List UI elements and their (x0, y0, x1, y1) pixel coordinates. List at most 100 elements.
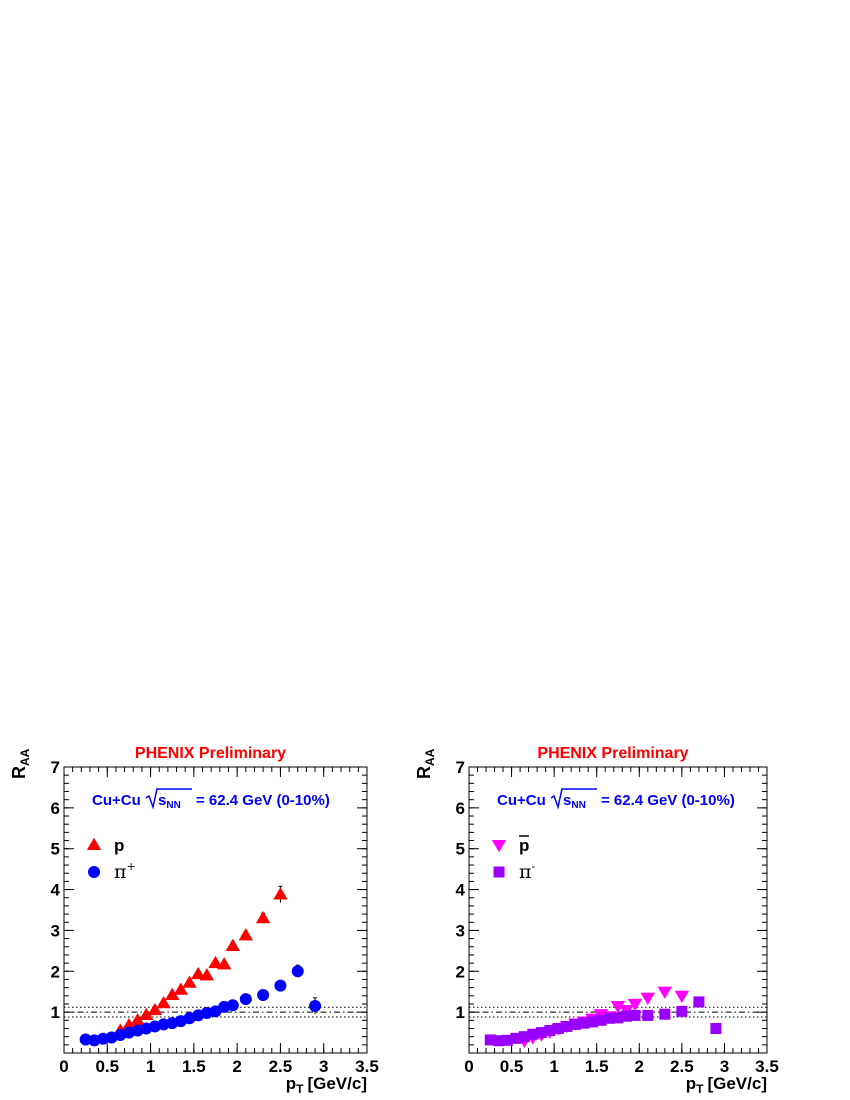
legend-label-main-0: p (519, 836, 529, 855)
data-point (130, 1013, 145, 1026)
y-tick-label: 3 (456, 921, 465, 940)
y-tick-label: 6 (51, 799, 60, 818)
x-tick-label: 2.5 (269, 1057, 293, 1076)
x-tick-label: 2.5 (670, 1057, 694, 1076)
y-tick-label: 6 (456, 799, 465, 818)
data-point (291, 965, 304, 978)
data-point (182, 975, 197, 988)
legend-label-1: π- (519, 860, 536, 883)
data-point (79, 1033, 92, 1046)
legend-marker-1 (88, 866, 100, 878)
annotation-energy: = 62.4 GeV (0-10%) (601, 792, 735, 809)
legend-label-sup-1: - (532, 860, 536, 873)
x-tick-label: 0 (59, 1057, 68, 1076)
x-tick-label: 3.5 (755, 1057, 779, 1076)
y-tick-label: 4 (456, 881, 466, 900)
sqrt-sign-icon (145, 788, 192, 810)
data-point (255, 910, 271, 924)
data-point (627, 998, 643, 1012)
data-point (610, 1000, 626, 1014)
y-tick-label: 2 (51, 962, 60, 981)
data-point (173, 982, 189, 995)
legend-label-0: p (519, 836, 529, 855)
annotation-energy: = 62.4 GeV (0-10%) (196, 792, 330, 809)
data-point (629, 1009, 641, 1021)
data-point (156, 995, 171, 1009)
legend-label-main-1: π (519, 861, 532, 883)
data-point (659, 1008, 671, 1020)
data-point (586, 1016, 598, 1028)
series-0 (113, 885, 288, 1036)
series-1 (79, 964, 322, 1047)
x-tick-label: 2 (635, 1057, 644, 1076)
data-point (552, 1022, 564, 1034)
x-axis-label-sub: T (696, 1082, 704, 1096)
legend-marker-1 (493, 866, 505, 878)
chart-title: PHENIX Preliminary (537, 745, 688, 762)
data-point (493, 1035, 505, 1047)
x-tick-label: 1.5 (585, 1057, 609, 1076)
annotation-system: Cu+Cu (497, 792, 546, 809)
data-point (225, 938, 241, 951)
chart-title: PHENIX Preliminary (135, 745, 286, 762)
data-point (190, 966, 206, 980)
data-point (226, 999, 239, 1012)
x-axis-label-unit: [GeV/c] (707, 1074, 767, 1093)
data-point (674, 990, 690, 1003)
data-point (569, 1018, 581, 1030)
data-point (139, 1007, 154, 1021)
data-point (676, 1005, 688, 1017)
data-point (640, 992, 655, 1006)
legend-label-1: π+ (114, 860, 136, 883)
data-point (199, 968, 215, 981)
x-tick-label: 3 (319, 1057, 328, 1076)
data-point (121, 1018, 137, 1031)
data-point (510, 1032, 522, 1044)
data-point (578, 1017, 590, 1029)
legend-marker-0 (491, 839, 507, 853)
annotation-sqrt-s: sNN (563, 792, 586, 811)
legend-label-sup-1: + (127, 860, 136, 873)
series-1 (484, 996, 722, 1047)
y-tick-label: 7 (51, 758, 60, 777)
y-axis-label-sub: AA (423, 748, 437, 766)
x-axis-label-sub: T (296, 1082, 304, 1096)
x-axis-label: pT [GeV/c] (686, 1074, 767, 1096)
plot-frame (468, 766, 768, 1054)
x-tick-label: 1.5 (182, 1057, 206, 1076)
y-tick-label: 3 (51, 921, 60, 940)
data-point (238, 928, 253, 941)
data-point (518, 1031, 530, 1043)
data-point (165, 987, 180, 1001)
panel-1: PHENIX Preliminary RAA 0 0.5 1 1.5 2 2.5 3 3.5 1 2 3… (9, 745, 379, 1096)
legend-label-main-0: p (114, 836, 124, 855)
annotation-sqrt-s: sNN (158, 792, 181, 811)
y-tick-label: 5 (456, 840, 465, 859)
data-point (612, 1012, 624, 1024)
data-point (501, 1034, 513, 1046)
y-tick-label: 5 (51, 840, 60, 859)
data-point (273, 887, 288, 900)
plot-frame (63, 766, 368, 1054)
x-tick-label: 1 (549, 1057, 558, 1076)
x-tick-label: 1 (146, 1057, 155, 1076)
y-tick-label: 1 (456, 1003, 465, 1022)
data-point (239, 993, 252, 1006)
data-point (274, 979, 287, 992)
data-point (693, 996, 705, 1008)
annotation-system: Cu+Cu (92, 792, 141, 809)
data-point (621, 1010, 633, 1022)
y-tick-label: 1 (51, 1003, 60, 1022)
panel-2: PHENIX Preliminary RAA 0 0.5 1 1.5 2 2.5 3 3.5 1 2 3… (414, 745, 779, 1096)
annotation-sqrt-s-sub: NN (166, 800, 180, 811)
x-tick-label: 3 (720, 1057, 729, 1076)
x-tick-label: 0.5 (95, 1057, 119, 1076)
data-point (603, 1012, 615, 1024)
y-axis-label: RAA (414, 748, 437, 779)
x-tick-label: 0 (464, 1057, 473, 1076)
y-tick-label: 7 (456, 758, 465, 777)
annotation-sqrt-s-main: s (563, 792, 571, 809)
data-point (710, 1022, 722, 1034)
data-point (544, 1025, 556, 1037)
legend-label-0: p (114, 836, 124, 855)
